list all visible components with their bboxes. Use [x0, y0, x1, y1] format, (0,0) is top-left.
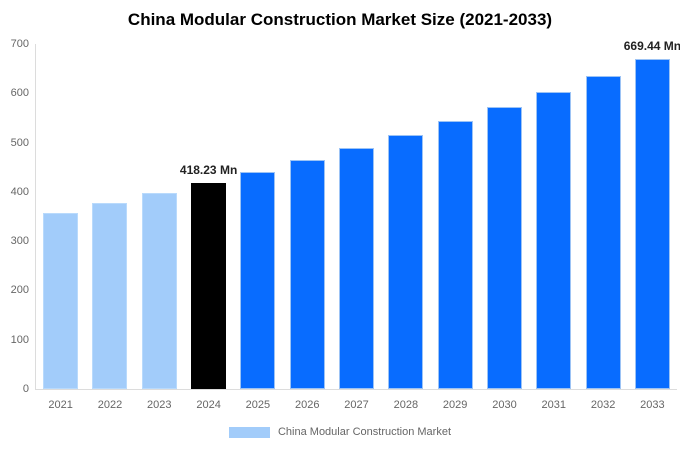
- x-tick-label-2022: 2022: [97, 399, 123, 411]
- x-tick-label-2026: 2026: [294, 399, 320, 411]
- y-tick-label-500: 500: [10, 136, 29, 149]
- bar-2030: [486, 106, 522, 389]
- x-tick-label-2025: 2025: [245, 399, 271, 411]
- x-tick-label-2032: 2032: [590, 399, 616, 411]
- bar-slot-2029: [431, 44, 480, 389]
- x-tick-label-2030: 2030: [492, 399, 517, 411]
- y-tick-label-300: 300: [10, 235, 29, 248]
- bar-slot-2025: [233, 44, 282, 389]
- x-tick-label-2027: 2027: [344, 399, 369, 411]
- bar-label-2024: 418.23 Mn: [179, 162, 238, 177]
- bar-2021: [43, 212, 79, 389]
- bar-slot-2026: [283, 44, 332, 389]
- x-tick-label-2024: 2024: [196, 399, 221, 411]
- bar-slot-2031: [529, 44, 578, 389]
- y-tick-label-0: 0: [22, 383, 29, 395]
- bar-slot-2021: [36, 44, 85, 389]
- y-tick-label-700: 700: [10, 38, 29, 50]
- bar-slot-2032: [578, 44, 627, 389]
- bar-2031: [536, 91, 572, 389]
- x-tick-label-2029: 2029: [442, 399, 468, 411]
- legend-item[interactable]: China Modular Construction Market: [0, 426, 680, 438]
- x-axis-line: [35, 389, 677, 390]
- bar-slot-2033: 669.44 Mn: [624, 39, 680, 389]
- bar-2024: [191, 182, 227, 389]
- bar-2028: [388, 134, 424, 389]
- legend-label: China Modular Construction Market: [277, 426, 452, 438]
- y-tick-label-200: 200: [10, 284, 29, 297]
- bar-2027: [339, 147, 375, 389]
- x-tick-label-2023: 2023: [147, 399, 172, 411]
- bar-slot-2023: [135, 44, 184, 389]
- bar-2033: [634, 59, 670, 389]
- x-tick-label-2033: 2033: [640, 399, 665, 411]
- legend-swatch: [228, 426, 270, 438]
- plot-area: 418.23 Mn 669.44 Mn: [36, 39, 680, 389]
- bar-slot-2022: [85, 44, 134, 389]
- bar-2026: [289, 160, 325, 389]
- bar-2032: [585, 75, 621, 389]
- bar-slot-2030: [480, 44, 529, 389]
- bar-slot-2027: [332, 44, 381, 389]
- x-tick-label-2031: 2031: [541, 399, 567, 411]
- bar-slot-2024: 418.23 Mn: [180, 44, 237, 389]
- bar-label-2033: 669.44 Mn: [623, 39, 680, 54]
- bar-2029: [437, 121, 473, 389]
- chart-title: China Modular Construction Market Size (…: [127, 10, 553, 29]
- x-tick-label-2028: 2028: [393, 399, 419, 411]
- x-axis: 2021 2022 2023 2024 2025 2026 2027 2028 2029 2030…: [36, 399, 677, 411]
- bar-2023: [141, 193, 177, 389]
- bar-slot-2028: [381, 44, 430, 389]
- bar-2025: [240, 171, 276, 389]
- y-tick-label-400: 400: [10, 185, 29, 198]
- y-axis-line: [35, 44, 36, 390]
- x-tick-label-2021: 2021: [48, 399, 73, 411]
- y-tick-label-100: 100: [10, 333, 29, 346]
- y-tick-label-600: 600: [10, 87, 29, 100]
- bar-2022: [92, 203, 128, 389]
